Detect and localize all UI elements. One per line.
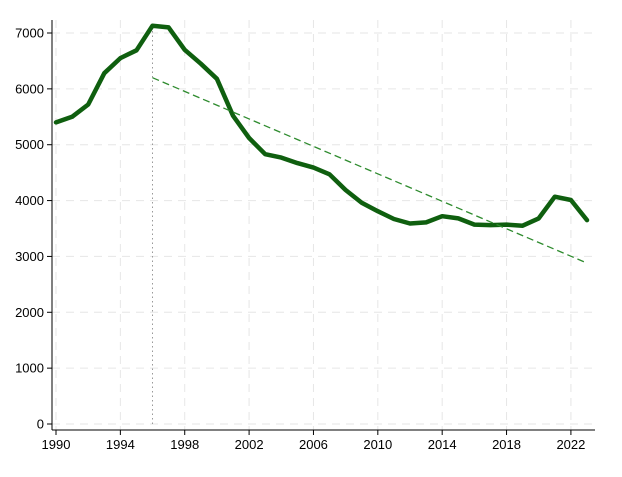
- x-tick-label: 2006: [299, 437, 328, 452]
- y-tick-label: 3000: [15, 249, 44, 264]
- grid-lines: [52, 20, 595, 430]
- y-tick-label: 5000: [15, 137, 44, 152]
- y-tick-label: 1000: [15, 361, 44, 376]
- x-tick-label: 2014: [428, 437, 457, 452]
- x-tick-label: 2022: [556, 437, 585, 452]
- y-tick-label: 6000: [15, 81, 44, 96]
- series-line: [53, 23, 590, 228]
- x-tick-label: 1990: [42, 437, 71, 452]
- x-tick-label: 2010: [363, 437, 392, 452]
- x-tick-label: 1994: [106, 437, 135, 452]
- series-group: [53, 23, 590, 264]
- y-tick-label: 7000: [15, 26, 44, 41]
- x-tick-label: 2018: [492, 437, 521, 452]
- axes: 1990 1994 1998 2002 2006 2010 2014 2018 2022 0 100…: [15, 20, 595, 452]
- x-tick-label: 1998: [170, 437, 199, 452]
- y-tick-label: 2000: [15, 305, 44, 320]
- trend-line: [152, 77, 588, 264]
- y-tick-label: 4000: [15, 193, 44, 208]
- y-tick-label: 0: [37, 417, 44, 432]
- x-tick-label: 2002: [235, 437, 264, 452]
